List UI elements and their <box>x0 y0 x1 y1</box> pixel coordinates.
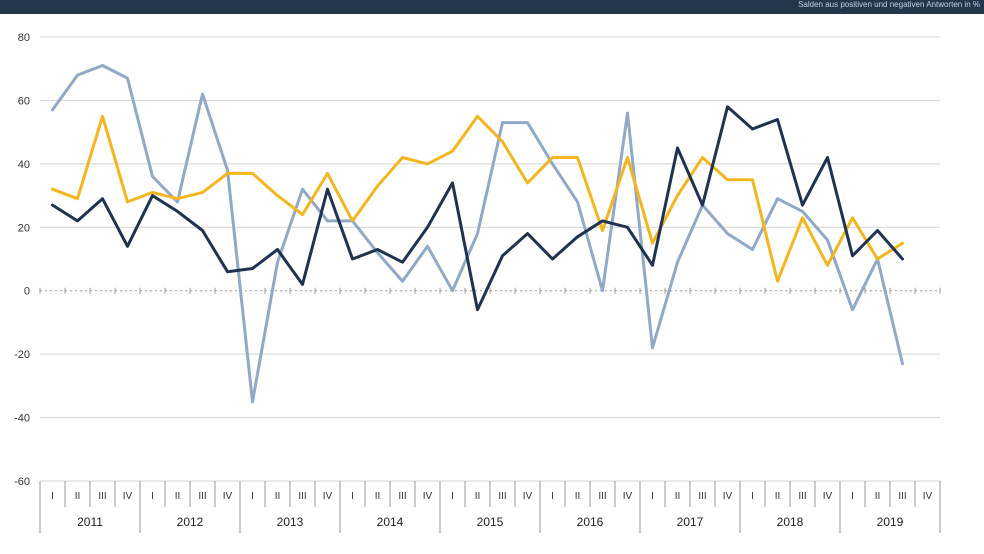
y-tick-label: 40 <box>18 159 30 171</box>
quarter-label: I <box>851 491 854 502</box>
header-note: Salden aus positiven und negativen Antwo… <box>798 0 980 9</box>
x-axis: I II III IV I II III IV I II III IV I II III IV I II III IV… <box>39 481 941 533</box>
quarter-label: I <box>451 491 454 502</box>
quarter-label: III <box>98 491 106 502</box>
year-label-2019: 2019 <box>877 515 904 529</box>
y-tick-label: 80 <box>18 32 30 44</box>
quarter-label: II <box>775 491 781 502</box>
quarter-label: IV <box>623 491 633 502</box>
quarter-label: I <box>251 491 254 502</box>
quarter-label: I <box>551 491 554 502</box>
quarter-label: I <box>151 491 154 502</box>
quarter-label: IV <box>423 491 433 502</box>
year-label-2014: 2014 <box>377 515 404 529</box>
y-tick-label: 20 <box>18 222 30 234</box>
grid-lines <box>39 36 941 482</box>
quarter-label: III <box>898 491 906 502</box>
quarter-label: IV <box>823 491 833 502</box>
quarter-label: II <box>575 491 581 502</box>
year-label-2011: 2011 <box>77 515 103 529</box>
quarter-label: IV <box>523 491 533 502</box>
year-label-2012: 2012 <box>177 515 204 529</box>
quarter-label: I <box>651 491 654 502</box>
quarter-label: III <box>198 491 206 502</box>
quarter-label: I <box>751 491 754 502</box>
year-label-2015: 2015 <box>477 515 504 529</box>
quarter-label: III <box>398 491 406 502</box>
quarter-label: III <box>798 491 806 502</box>
year-label-2013: 2013 <box>277 515 304 529</box>
quarter-label: IV <box>323 491 333 502</box>
y-tick-label: 60 <box>18 95 30 107</box>
year-label-2018: 2018 <box>777 515 804 529</box>
quarter-label: III <box>498 491 506 502</box>
y-tick-label: 0 <box>24 286 30 298</box>
series-line-1 <box>51 105 904 312</box>
quarter-label: IV <box>723 491 733 502</box>
y-axis: 80 60 40 20 0 -20 -40 -60 <box>14 32 30 488</box>
quarter-label: I <box>51 491 54 502</box>
quarter-label: II <box>475 491 481 502</box>
quarter-label: III <box>598 491 606 502</box>
series-lines <box>51 64 904 404</box>
quarter-label: IV <box>923 491 933 502</box>
quarter-label: II <box>675 491 681 502</box>
year-label-2016: 2016 <box>577 515 604 529</box>
quarter-label: IV <box>123 491 133 502</box>
quarter-label: II <box>875 491 881 502</box>
y-tick-label: -20 <box>14 349 30 361</box>
quarter-label: II <box>375 491 381 502</box>
y-tick-label: -60 <box>14 476 30 488</box>
quarter-label: IV <box>223 491 233 502</box>
quarter-label: II <box>175 491 181 502</box>
quarter-label: II <box>275 491 281 502</box>
y-tick-label: -40 <box>14 413 30 425</box>
header-bar: Salden aus positiven und negativen Antwo… <box>0 0 984 14</box>
quarter-label: III <box>298 491 306 502</box>
series-line-3 <box>51 114 904 283</box>
quarter-label: III <box>698 491 706 502</box>
quarter-label: II <box>75 491 81 502</box>
quarter-label: I <box>351 491 354 502</box>
year-label-2017: 2017 <box>677 515 704 529</box>
